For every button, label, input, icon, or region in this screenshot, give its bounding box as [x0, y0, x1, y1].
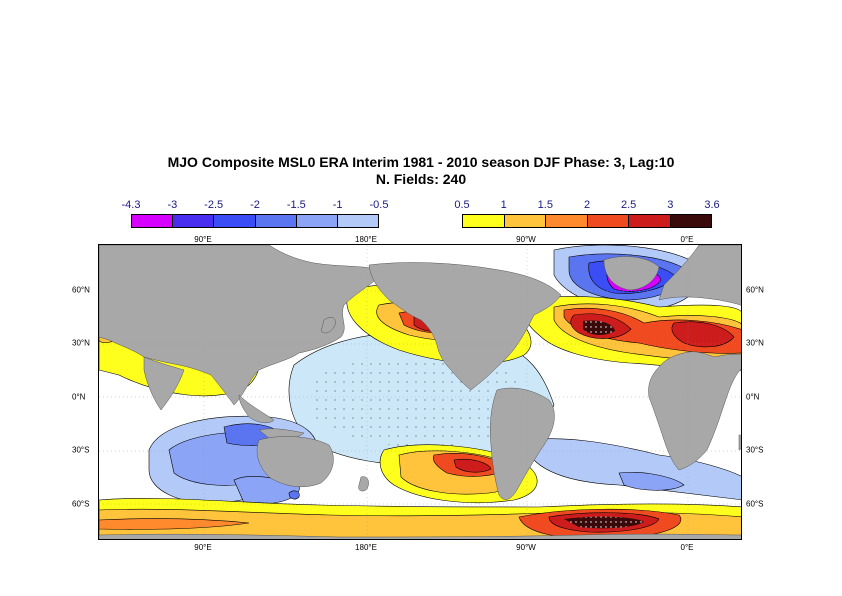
- right-axis-tick: 0°N: [746, 392, 760, 402]
- positive-colorbar-swatch: [463, 215, 505, 227]
- top-axis-tick: 90°W: [516, 235, 536, 244]
- negative-colorbar-label: -3: [167, 199, 178, 211]
- right-axis-tick: 30°N: [746, 338, 764, 348]
- top-axis-tick: 180°E: [355, 235, 377, 244]
- top-axis-tick: 0°E: [680, 235, 694, 244]
- bottom-axis-tick: 90°E: [194, 543, 212, 552]
- positive-colorbar-label: 1.5: [537, 199, 553, 211]
- map-subtitle: N. Fields: 240: [375, 171, 467, 187]
- southern-ocean-negative-anomaly: [528, 438, 741, 501]
- negative-colorbar-label: -2: [250, 199, 260, 211]
- bottom-axis-tick: 180°E: [355, 543, 377, 552]
- negative-colorbar: [131, 214, 379, 228]
- graticule: [99, 245, 741, 539]
- bottom-axis-tick: 0°E: [680, 543, 694, 552]
- left-axis-tick: 0°N: [72, 392, 86, 402]
- map-panel: [98, 244, 742, 540]
- bottom-axis-tick: 90°W: [516, 543, 536, 552]
- negative-colorbar-swatch: [132, 215, 174, 227]
- left-axis-tick: 60°N: [72, 285, 90, 295]
- negative-colorbar-label: -0.5: [369, 199, 389, 211]
- negative-colorbar-label: -2.5: [204, 199, 224, 211]
- positive-colorbar-swatch: [670, 215, 711, 227]
- positive-colorbar-swatch: [629, 215, 671, 227]
- negative-colorbar-swatch: [255, 215, 297, 227]
- negative-colorbar-label: -1: [332, 199, 343, 211]
- left-axis-tick: 60°S: [72, 499, 90, 509]
- positive-colorbar-label: 2: [583, 199, 591, 211]
- positive-colorbar-label: 1: [500, 199, 507, 211]
- negative-colorbar-swatch: [337, 215, 379, 227]
- negative-colorbar-label: -4.3: [121, 199, 141, 211]
- right-axis-tick: 60°S: [746, 499, 764, 509]
- positive-colorbar-label: 0.5: [454, 199, 470, 211]
- land-masses: [99, 245, 741, 539]
- negative-colorbar-swatch: [173, 215, 215, 227]
- antarctic-positive-anomaly: [99, 498, 741, 539]
- positive-colorbar-swatch: [504, 215, 546, 227]
- top-axis-tick: 90°E: [194, 235, 212, 244]
- negative-colorbar-swatch: [296, 215, 338, 227]
- right-axis-tick: 30°S: [746, 445, 764, 455]
- negative-colorbar-swatch: [214, 215, 256, 227]
- positive-colorbar-label: 2.5: [621, 199, 637, 211]
- right-axis-tick: 60°N: [746, 285, 764, 295]
- left-axis-tick: 30°S: [72, 445, 90, 455]
- map-title: MJO Composite MSL0 ERA Interim 1981 - 20…: [167, 154, 675, 170]
- positive-colorbar-label: 3.6: [704, 199, 720, 211]
- positive-colorbar: [462, 214, 712, 228]
- map-svg: [99, 245, 741, 539]
- negative-colorbar-label: -1.5: [286, 199, 306, 211]
- positive-colorbar-swatch: [587, 215, 629, 227]
- left-axis-tick: 30°N: [72, 338, 90, 348]
- positive-colorbar-label: 3: [667, 199, 674, 211]
- positive-colorbar-swatch: [546, 215, 588, 227]
